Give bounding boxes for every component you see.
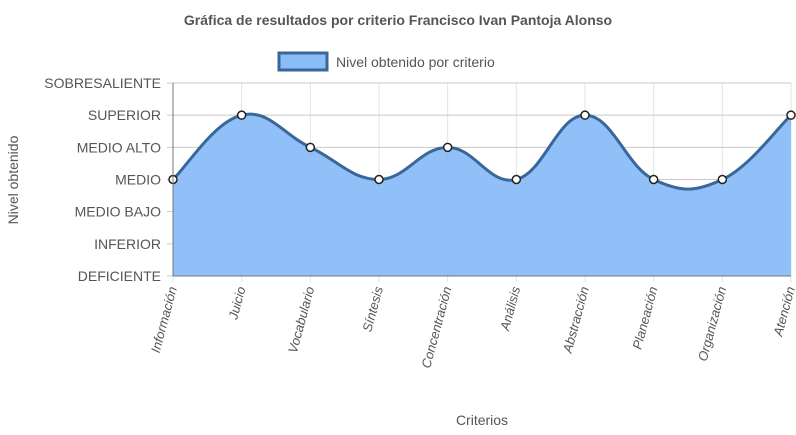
chart-title: Gráfica de resultados por criterio Franc… [184, 12, 612, 28]
series-line [171, 112, 793, 191]
series-points [168, 110, 796, 185]
x-axis-ticks: Información Juicio Vocabulario Síntesis Conc… [148, 284, 796, 369]
legend-swatch [277, 51, 329, 72]
y-tick-label-3: MEDIO [115, 172, 161, 188]
data-point-7[interactable] [648, 174, 659, 185]
x-tick-label-4: Concentración [418, 285, 454, 370]
data-point-2[interactable] [305, 142, 316, 153]
data-point-3[interactable] [374, 174, 384, 185]
x-tick-label-9: Atención [770, 285, 796, 339]
y-tick-label-0: DEFICIENTE [78, 268, 161, 284]
data-point-8[interactable] [717, 174, 728, 185]
y-tick-label-1: INFERIOR [94, 236, 161, 252]
data-point-9[interactable] [786, 110, 796, 120]
data-point-5[interactable] [511, 174, 522, 185]
x-tick-label-0: Información [148, 285, 180, 354]
data-point-1[interactable] [236, 110, 247, 120]
x-tick-label-7: Planeación [629, 285, 660, 351]
y-tick-label-5: SUPERIOR [88, 107, 161, 123]
y-tick-label-4: MEDIO ALTO [77, 139, 161, 155]
y-tick-label-2: MEDIO BAJO [75, 204, 161, 220]
data-point-6[interactable] [580, 110, 590, 120]
x-tick-label-5: Análisis [497, 284, 523, 333]
x-axis-title: Criterios [456, 412, 508, 428]
data-point-4[interactable] [442, 142, 453, 153]
legend[interactable]: Nivel obtenido por criterio [277, 51, 495, 72]
y-axis-ticks: DEFICIENTE INFERIOR MEDIO BAJO MEDIO MEDIO A… [44, 75, 161, 284]
x-tick-label-8: Organización [695, 285, 729, 363]
legend-label: Nivel obtenido por criterio [336, 54, 495, 70]
x-tick-label-1: Juicio [225, 285, 248, 322]
y-axis-title: Nivel obtenido [5, 135, 21, 224]
x-tick-label-6: Abstracción [560, 285, 592, 355]
x-tick-label-2: Vocabulario [285, 285, 317, 355]
series-area [171, 112, 793, 276]
axes [172, 83, 791, 277]
series-area-fill [173, 114, 791, 276]
x-tick-label-3: Síntesis [359, 284, 386, 333]
y-tick-label-6: SOBRESALIENTE [44, 75, 161, 91]
